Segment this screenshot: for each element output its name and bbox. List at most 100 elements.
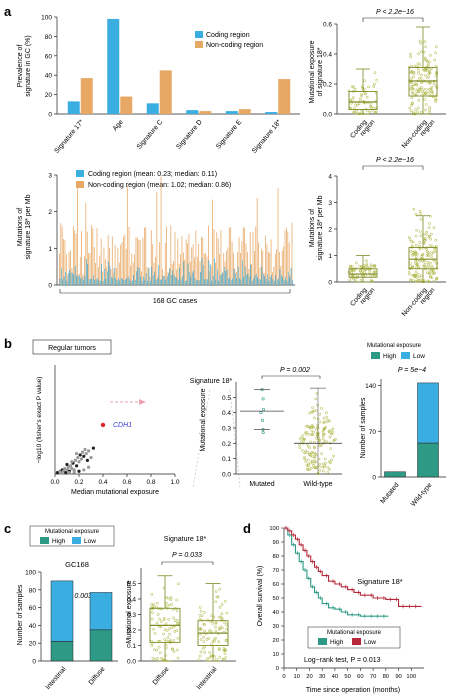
a4-noncoding-point [429, 215, 432, 218]
b2-wildtype-point [307, 452, 311, 456]
b1-gene-point [77, 460, 81, 464]
a3-legend: Coding region (mean: 0.23; median: 0.11)… [76, 170, 231, 189]
a3-case-bar-coding [264, 276, 265, 285]
a3-case-bar-noncoding [167, 271, 169, 285]
a4-noncoding-point [408, 238, 412, 242]
a3-case-bar-noncoding [74, 230, 76, 285]
b1-gene-point [65, 468, 69, 472]
a3-case-bar-coding [244, 266, 246, 285]
a3-case-bar-coding [273, 280, 275, 285]
b2-wildtype-point [303, 457, 307, 461]
a2-noncoding-point [415, 89, 419, 93]
b2-wildtype-point [318, 438, 322, 442]
legend-high-label: High [330, 639, 344, 646]
a2-noncoding-point [410, 76, 414, 80]
a4-noncoding-point [419, 234, 423, 238]
a4-coding-point [350, 265, 354, 268]
a3-case-bar-coding [177, 279, 179, 285]
b2-wildtype-point [309, 461, 312, 465]
c2-pvalue: P = 0.033 [172, 552, 202, 559]
c2-y-tick-label: 0.3 [127, 612, 136, 619]
a3-case-bar-coding [269, 277, 271, 285]
c2-intestinal-point [198, 613, 202, 617]
legend-high-label: High [52, 538, 66, 545]
a3-case-bar-noncoding [263, 272, 265, 285]
b2-wildtype-point [311, 459, 314, 463]
c2-intestinal-point [216, 595, 220, 599]
a3-case-bar-coding [209, 263, 211, 285]
a3-case-bar-coding [221, 274, 222, 285]
a3-case-bar-noncoding [100, 238, 102, 285]
b3-bar-mutated-high [384, 471, 406, 478]
a3-case-bar-noncoding [189, 261, 191, 285]
b2-wildtype-point [323, 464, 326, 467]
a2-noncoding-point [412, 87, 416, 91]
a1-y-axis-label: Prevalence ofsignature in GC (%) [17, 35, 32, 96]
panel-c1-stacked-bars: Mutational exposure High Low GC168 P = 0… [17, 525, 118, 691]
a2-noncoding-point [423, 91, 427, 95]
a3-case-bar-noncoding [59, 253, 60, 285]
a3-case-bar-coding [154, 271, 155, 285]
a3-case-bar-noncoding [91, 225, 92, 285]
d-y-tick-label: 0 [276, 666, 279, 672]
a3-case-bar-noncoding [118, 262, 120, 285]
a3-case-bar-coding [218, 280, 219, 285]
a3-case-bar-noncoding [173, 260, 174, 285]
b2-y-tick-label: 0.1 [222, 456, 231, 463]
c2-intestinal-point [217, 615, 221, 619]
a3-case-bar-coding [285, 277, 286, 285]
a3-case-bar-noncoding [155, 256, 156, 285]
b1-gene-point [82, 468, 86, 472]
a3-case-bar-noncoding [104, 259, 106, 285]
a2-noncoding-point [434, 100, 437, 103]
a3-case-bar-noncoding [274, 253, 276, 285]
c2-diffuse-point [172, 616, 175, 620]
b2-wildtype-point [322, 441, 326, 445]
c2-diffuse-point [175, 609, 179, 612]
a4-noncoding-point [428, 269, 432, 273]
a4-coding-point [354, 280, 357, 283]
a3-case-bar-noncoding [106, 266, 108, 285]
a3-case-bar-coding [190, 276, 192, 285]
a3-case-bar-noncoding [160, 176, 162, 285]
c2-intestinal-point [205, 637, 209, 641]
b2-wildtype-point [307, 464, 310, 468]
a3-case-bar-noncoding [281, 250, 283, 285]
a3-case-bar-coding [90, 279, 91, 285]
c2-intestinal-point [217, 640, 221, 644]
c2-diffuse-point [158, 617, 161, 621]
c2-diffuse-point [156, 657, 159, 660]
c2-diffuse-point [175, 598, 179, 602]
b1-gene-point [55, 471, 60, 475]
b2-wildtype-point [326, 418, 329, 422]
bar-signature-17--noncoding [80, 78, 93, 114]
a2-coding-point [363, 90, 366, 94]
a3-case-bar-noncoding [247, 252, 248, 285]
b2-wildtype-point [332, 439, 336, 443]
a3-case-bar-coding [116, 280, 118, 285]
a4-coding-point [358, 269, 362, 273]
a2-y-tick-label: 0.4 [323, 52, 332, 59]
a3-case-bar-noncoding [203, 253, 205, 285]
a3-case-bar-noncoding [71, 267, 73, 285]
b2-wildtype-point [304, 431, 307, 434]
a3-case-bar-noncoding [234, 268, 236, 285]
a4-coding-point [372, 264, 376, 268]
a3-case-bar-coding [260, 279, 261, 285]
b2-wildtype-point [318, 420, 322, 424]
c2-title: Signature 18* [164, 536, 207, 543]
b1-gene-point [82, 454, 86, 458]
a2-noncoding-point [410, 84, 414, 88]
a3-case-bar-noncoding [142, 238, 144, 285]
b2-y-tick-label: 0.4 [222, 410, 231, 417]
a3-case-bar-coding [65, 271, 66, 285]
a3-case-bar-coding [122, 278, 123, 285]
a3-case-bar-noncoding [269, 252, 271, 285]
a4-noncoding-point [422, 259, 426, 263]
b1-gene-point [70, 466, 74, 471]
a4-noncoding-point [408, 272, 411, 276]
b3-y-tick-label: 140 [365, 383, 376, 390]
a3-case-bar-coding [172, 270, 174, 285]
a3-case-bar-noncoding [153, 262, 155, 285]
panel-a4-mutations-boxplot: Mutations ofsignature 18* per Mb P < 2.2… [309, 157, 446, 318]
